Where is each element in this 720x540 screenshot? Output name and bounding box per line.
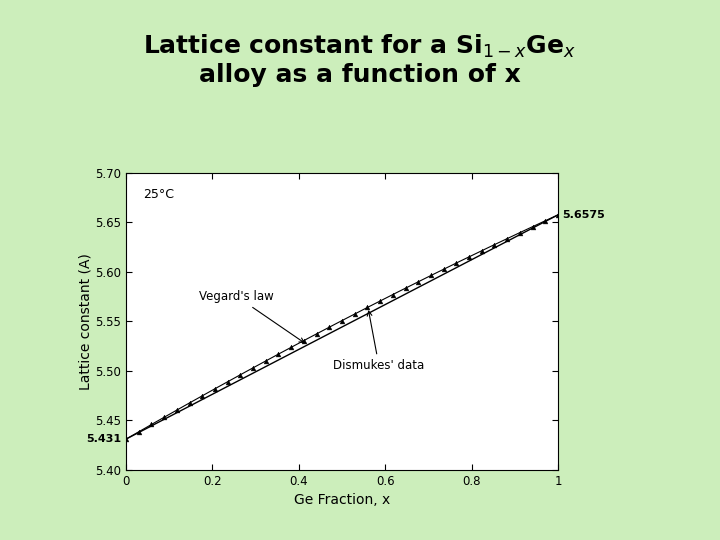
Text: Dismukes' data: Dismukes' data — [333, 311, 425, 373]
Y-axis label: Lattice constant (A): Lattice constant (A) — [78, 253, 92, 390]
Text: Vegard's law: Vegard's law — [199, 290, 304, 343]
Text: 25°C: 25°C — [143, 188, 174, 201]
Text: 5.431: 5.431 — [86, 434, 122, 444]
X-axis label: Ge Fraction, x: Ge Fraction, x — [294, 493, 390, 507]
Text: 5.6575: 5.6575 — [562, 210, 605, 220]
Text: Lattice constant for a Si$_{1-x}$Ge$_{x}$
alloy as a function of x: Lattice constant for a Si$_{1-x}$Ge$_{x}… — [143, 32, 577, 87]
